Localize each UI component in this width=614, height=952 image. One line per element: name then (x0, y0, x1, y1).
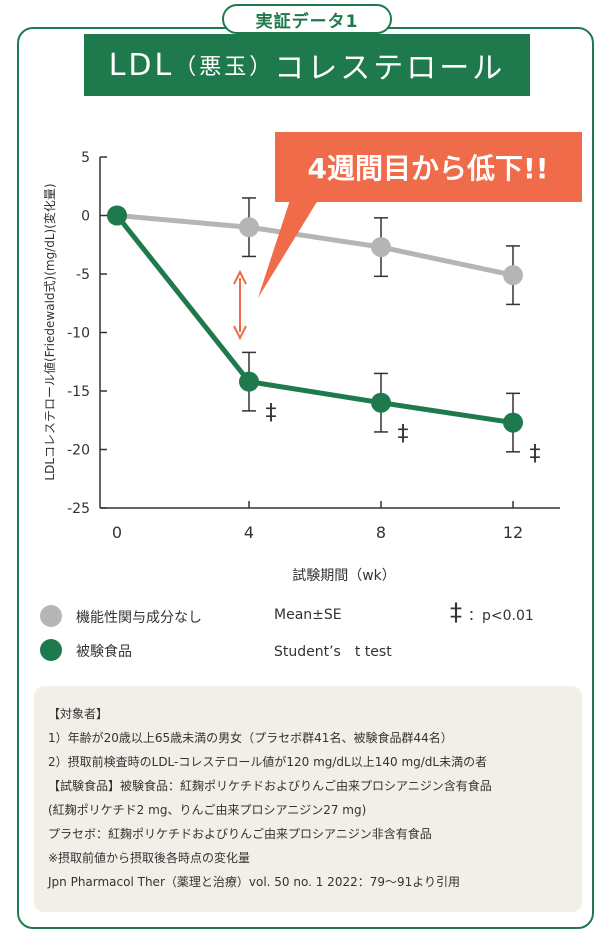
difference-arrow (233, 269, 247, 341)
note-line: 【試験食品】被験食品：紅麹ポリケチドおよびりんご由来プロシアニジン含有食品 (48, 779, 492, 793)
note-line: Jpn Pharmacol Ther（薬理と治療）vol. 50 no. 1 2… (48, 875, 461, 889)
title-rest: コレステロール (274, 51, 506, 86)
series-lines (115, 213, 514, 426)
data-point (239, 371, 259, 392)
chart-title-bar: LDL （悪玉） コレステロール (84, 34, 530, 96)
data-point (107, 205, 127, 226)
note-line: 【対象者】 (48, 707, 109, 721)
axes: 5 0 -5 -10 -15 -20 -25 0 4 8 12 (67, 150, 560, 542)
legend-stat-test: Student’s t test (274, 644, 392, 660)
y-axis-label: LDLコレステロール値(Friedewald式)(mg/dL)(変化量) (42, 183, 57, 480)
y-tick-label: 0 (81, 209, 90, 225)
x-tick-label: 0 (112, 523, 122, 542)
y-tick-label: -15 (67, 384, 90, 400)
significance-mark: ‡ (398, 422, 409, 447)
significance-marks: ‡ ‡ ‡ (266, 401, 541, 467)
data-point (371, 392, 391, 413)
series-line-0 (116, 213, 514, 278)
y-tick-label: -20 (67, 443, 90, 459)
y-tick-label: -5 (76, 267, 90, 283)
note-line: (紅麹ポリケチド2 mg、りんご由来プロシアニジン27 mg) (48, 803, 367, 817)
note-line: ※摂取前値から摂取後各時点の変化量 (48, 851, 251, 865)
note-line: 1）年齢が20歳以上65歳未満の男女（プラセボ群41名、被験食品群44名） (48, 731, 453, 745)
note-line: プラセボ：紅麹ポリケチドおよびりんご由来プロシアニジン非含有食品 (48, 827, 432, 841)
legend-control-label: 機能性関与成分なし (76, 610, 202, 626)
callout: 4週間目から低下!! (258, 132, 582, 298)
series-points (107, 205, 523, 433)
callout-box (275, 132, 582, 202)
x-axis-label: 試験期間（wk） (292, 568, 396, 584)
x-tick-label: 8 (376, 523, 386, 542)
y-tick-label: 5 (81, 150, 90, 166)
legend-control-dot (40, 605, 62, 627)
data-point (503, 412, 523, 433)
callout-tail (258, 200, 318, 298)
title-ldl: LDL (108, 47, 175, 83)
data-point (503, 265, 523, 286)
legend-sig-text: ：p<0.01 (468, 608, 534, 624)
legend-test-label: 被験食品 (76, 644, 132, 660)
legend-stat-mean: Mean±SE (274, 607, 342, 623)
notes-box: 【対象者】 1）年齢が20歳以上65歳未満の男女（プラセボ群41名、被験食品群4… (34, 686, 582, 912)
error-bars (242, 197, 520, 453)
data-badge: 実証データ1 (222, 4, 392, 34)
significance-mark: ‡ (266, 401, 277, 426)
data-point (371, 237, 391, 258)
legend-test-dot (40, 639, 62, 661)
chart-svg: 5 0 -5 -10 -15 -20 -25 0 4 8 12 ‡ ‡ ‡ 4週間目から低下!! LDL… (42, 132, 582, 584)
significance-mark: ‡ (530, 442, 541, 467)
title-paren: （悪玉） (174, 55, 275, 80)
callout-text: 4週間目から低下!! (307, 152, 548, 185)
x-tick-label: 4 (244, 523, 254, 542)
y-tick-label: -10 (67, 326, 90, 342)
y-tick-label: -25 (67, 501, 90, 517)
series-line-1 (115, 213, 514, 426)
note-line: 2）摂取前検査時のLDL-コレステロール値が120 mg/dL以上140 mg/… (48, 755, 488, 769)
legend-sig-mark: ‡ (450, 598, 462, 626)
x-tick-label: 12 (503, 523, 523, 542)
data-point (239, 217, 259, 238)
